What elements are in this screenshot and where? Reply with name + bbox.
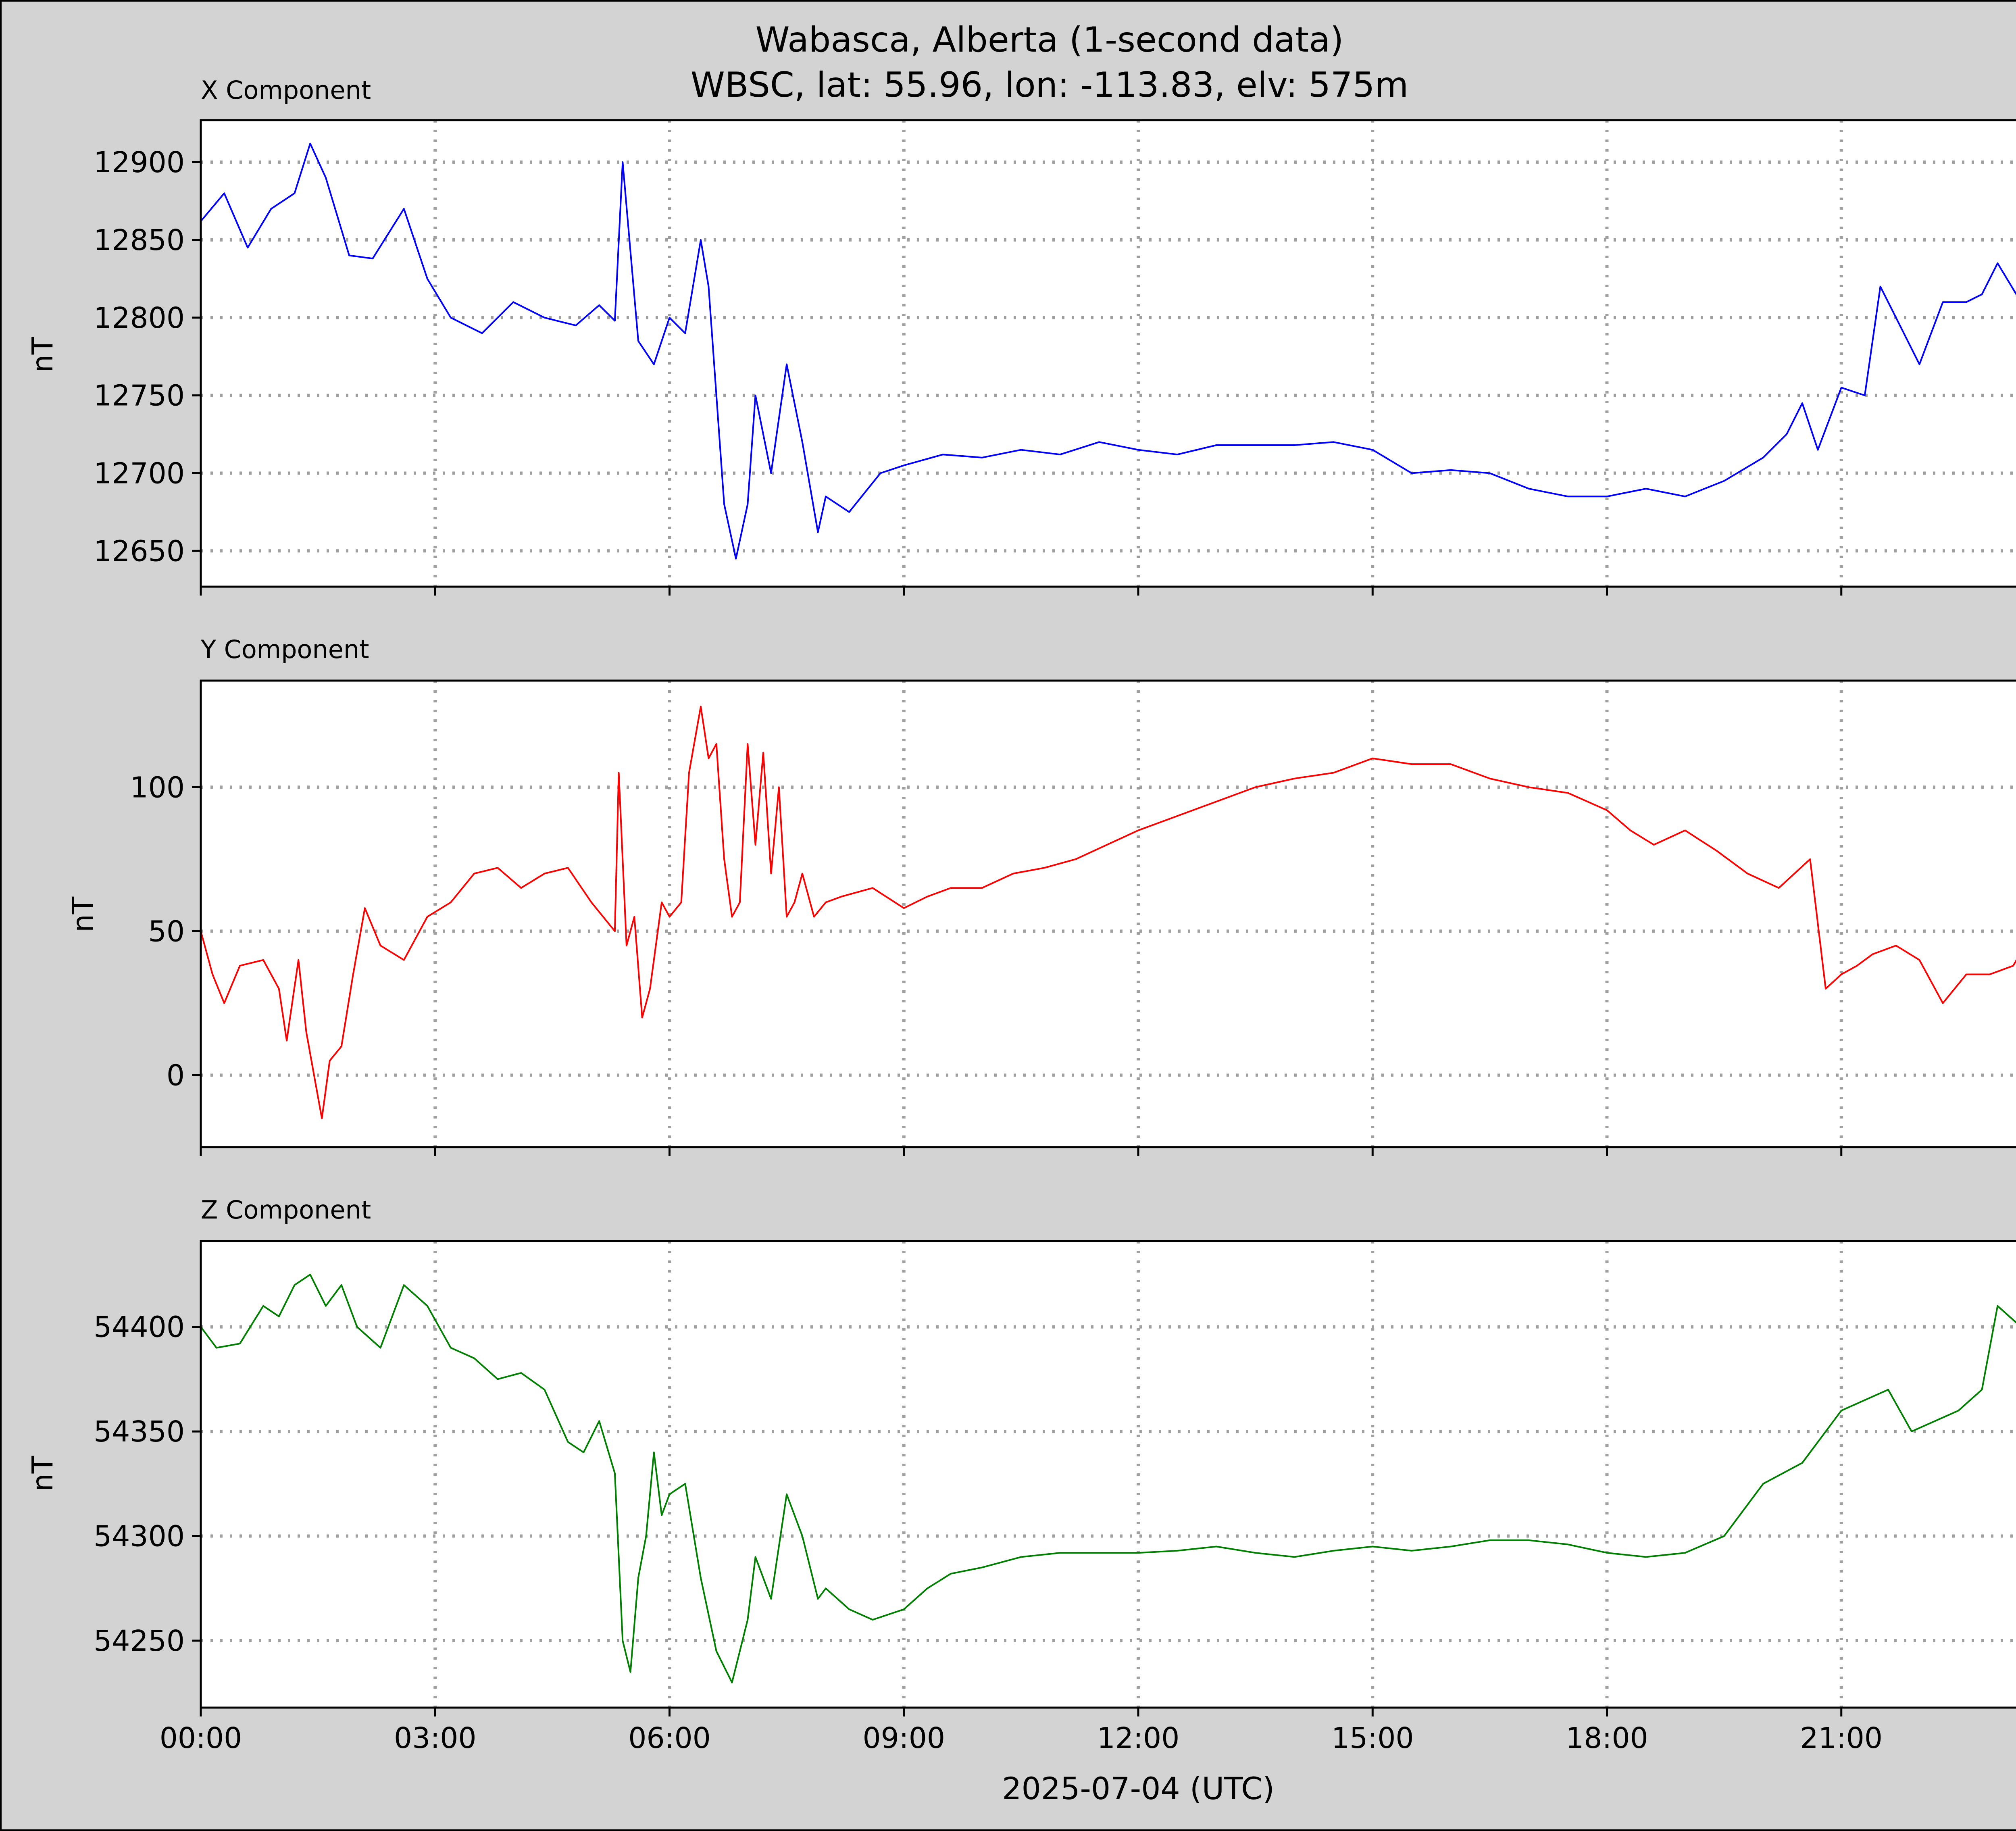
x-tick-label: 21:00: [1800, 1721, 1883, 1755]
x-component-y-tick-label: 12850: [94, 223, 185, 257]
x-component-y-tick-label: 12900: [94, 146, 185, 179]
y-component-panel: Y Component nT 0 50 100: [66, 635, 2016, 1156]
x-component-y-tick-label: 12750: [94, 379, 185, 412]
x-tick-label: 18:00: [1566, 1721, 1648, 1755]
x-component-plot-frame: [200, 119, 2016, 588]
y-component-title: Y Component: [200, 635, 369, 664]
z-component-plot-area: [201, 1241, 2016, 1708]
y-component-plot-area: [201, 681, 2016, 1147]
y-component-ylabel: nT: [66, 896, 100, 932]
x-component-y-tick-label: 12800: [94, 301, 185, 335]
x-component-series-line: [200, 142, 2016, 560]
x-component-title: X Component: [201, 75, 371, 105]
y-component-y-tick-label: 100: [130, 771, 185, 804]
x-component-y-tick-label: 12700: [94, 456, 185, 490]
x-tick-label: 12:00: [1097, 1721, 1180, 1755]
x-tick-label: 03:00: [394, 1721, 477, 1755]
z-component-y-tick-label: 54300: [94, 1520, 185, 1553]
x-tick-label: 00:00: [160, 1721, 242, 1755]
x-component-ylabel: nT: [26, 337, 59, 373]
y-component-y-tick-label: 0: [167, 1058, 185, 1092]
figure-title-line1: Wabasca, Alberta (1-second data): [756, 20, 1344, 60]
x-tick-label: 06:00: [628, 1721, 711, 1755]
z-component-panel: Z Component nT 00:00 03:00 06:00 09:00 12:00…: [26, 1195, 2016, 1755]
x-tick-label: 09:00: [862, 1721, 945, 1755]
x-component-y-tick-label: 12650: [94, 534, 185, 568]
y-component-series-line: [200, 706, 2016, 1119]
z-component-y-tick-label: 54400: [94, 1310, 185, 1344]
x-axis-label: 2025-07-04 (UTC): [1002, 1771, 1275, 1806]
y-component-y-tick-label: 50: [148, 914, 185, 948]
z-component-ylabel: nT: [26, 1456, 59, 1491]
z-component-series-line: [200, 1274, 2016, 1683]
z-component-title: Z Component: [201, 1195, 371, 1225]
x-component-panel: X Component nT 12650 12700 12750 12800 12850…: [26, 75, 2016, 596]
x-tick-label: 15:00: [1331, 1721, 1414, 1755]
z-component-y-tick-label: 54250: [94, 1624, 185, 1658]
x-component-plot-area: [201, 120, 2016, 587]
z-component-y-tick-label: 54350: [94, 1415, 185, 1448]
figure-subtitle-line2: WBSC, lat: 55.96, lon: -113.83, elv: 575…: [691, 65, 1409, 105]
y-component-plot-frame: [200, 679, 2016, 1148]
z-component-plot-frame: [200, 1240, 2016, 1709]
